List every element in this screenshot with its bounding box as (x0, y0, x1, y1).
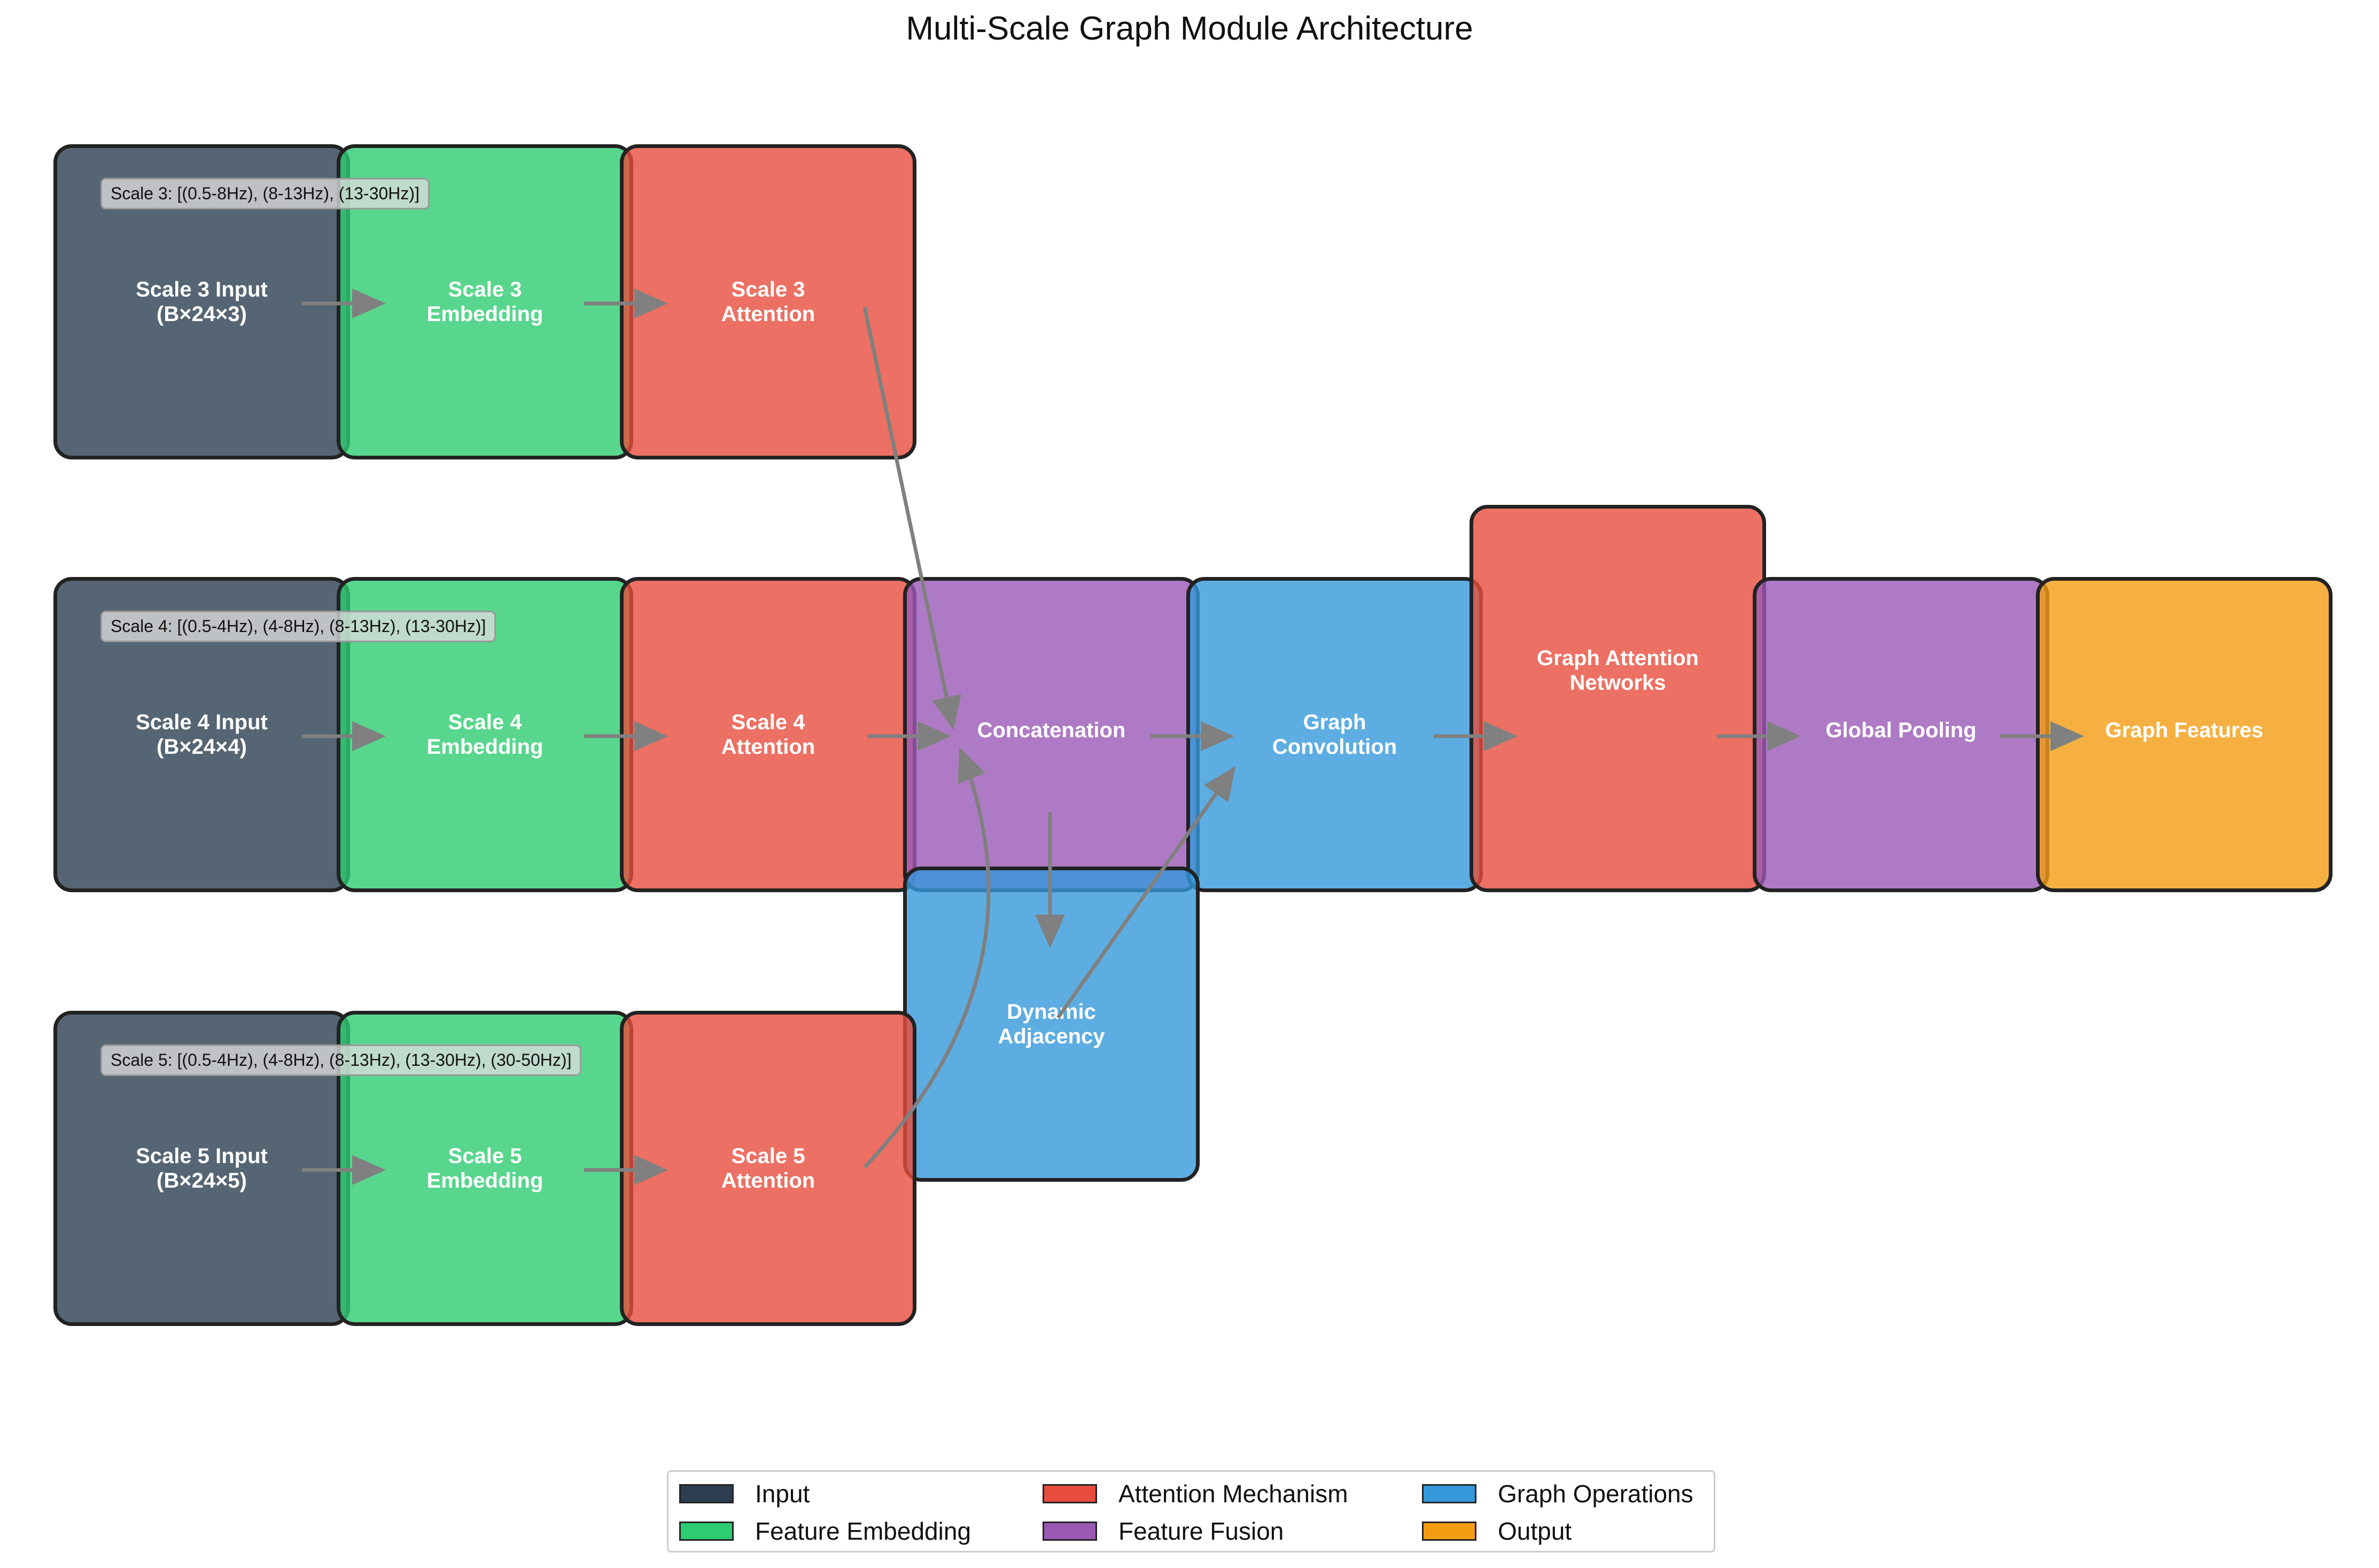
legend-label-graph-operations: Graph Operations (1498, 1480, 1693, 1508)
scale4-band-label: Scale 4: [(0.5-4Hz), (4-8Hz), (8-13Hz), … (100, 611, 496, 642)
legend-swatch-graph-operations (1422, 1484, 1476, 1503)
scale5-attention-label: Scale 5 Attention (721, 1144, 815, 1192)
legend-label-attention-mechanism: Attention Mechanism (1118, 1480, 1348, 1508)
scale4-input-label: Scale 4 Input (B×24×4) (136, 711, 268, 759)
legend-label-feature-embedding: Feature Embedding (755, 1517, 971, 1545)
scale5-embedding-label: Scale 5 Embedding (426, 1144, 543, 1192)
scale3-embedding-label: Scale 3 Embedding (426, 278, 543, 326)
graph-features-node: Graph Features (2036, 577, 2333, 892)
scale5-band-label: Scale 5: [(0.5-4Hz), (4-8Hz), (8-13Hz), … (100, 1044, 582, 1076)
scale3-embedding-node: Scale 3 Embedding (337, 144, 633, 459)
global-pooling-node: Global Pooling (1753, 577, 2049, 892)
concatenation-node: Concatenation (903, 577, 1200, 892)
dynamic-adjacency-label: Dynamic Adjacency (998, 1000, 1105, 1048)
scale5-input-label: Scale 5 Input (B×24×5) (136, 1144, 268, 1192)
legend-swatch-feature-fusion (1043, 1522, 1097, 1541)
scale4-attention-node: Scale 4 Attention (620, 577, 916, 892)
concatenation-label: Concatenation (977, 719, 1126, 742)
scale3-band-label: Scale 3: [(0.5-8Hz), (8-13Hz), (13-30Hz)… (100, 178, 430, 209)
graph-features-label: Graph Features (2105, 719, 2264, 742)
legend-swatch-input (679, 1484, 734, 1503)
scale4-attention-label: Scale 4 Attention (721, 711, 815, 759)
legend-item-graph-operations: Graph Operations (1422, 1479, 1693, 1508)
graph-convolution-label: Graph Convolution (1272, 711, 1397, 759)
scale3-input-label: Scale 3 Input (B×24×3) (136, 278, 268, 326)
scale3-attention-node: Scale 3 Attention (620, 144, 916, 459)
scale5-attention-node: Scale 5 Attention (620, 1011, 916, 1326)
legend-label-output: Output (1498, 1517, 1572, 1545)
dynamic-adjacency-node: Dynamic Adjacency (903, 867, 1200, 1182)
legend-item-feature-fusion: Feature Fusion (1043, 1517, 1284, 1546)
legend-swatch-output (1422, 1522, 1476, 1541)
graph-attention-networks-label: Graph Attention Networks (1537, 646, 1699, 695)
global-pooling-label: Global Pooling (1825, 719, 1977, 742)
legend-label-feature-fusion: Feature Fusion (1118, 1517, 1284, 1545)
legend-swatch-attention-mechanism (1043, 1484, 1097, 1503)
legend-item-output: Output (1422, 1517, 1572, 1546)
scale3-attention-label: Scale 3 Attention (721, 278, 815, 326)
legend-item-attention-mechanism: Attention Mechanism (1043, 1479, 1348, 1508)
legend-item-feature-embedding: Feature Embedding (679, 1517, 971, 1546)
diagram-title: Multi-Scale Graph Module Architecture (906, 10, 1473, 47)
legend-swatch-feature-embedding (679, 1522, 734, 1541)
legend-label-input: Input (755, 1480, 810, 1508)
legend: Input Feature Embedding Attention Mechan… (667, 1470, 1715, 1553)
scale4-embedding-label: Scale 4 Embedding (426, 711, 543, 759)
graph-convolution-node: Graph Convolution (1186, 577, 1483, 892)
legend-item-input: Input (679, 1479, 810, 1508)
graph-attention-networks-node: Graph Attention Networks (1470, 505, 1766, 892)
